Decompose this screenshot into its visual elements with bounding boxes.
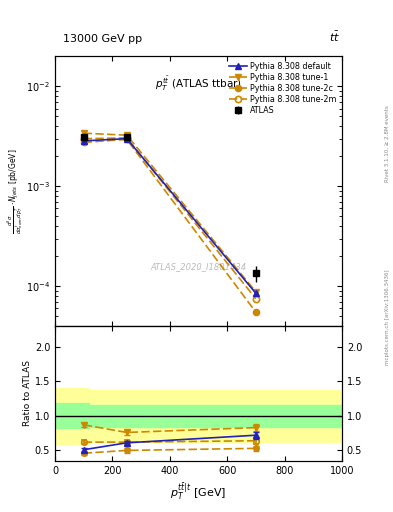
Legend: Pythia 8.308 default, Pythia 8.308 tune-1, Pythia 8.308 tune-2c, Pythia 8.308 tu: Pythia 8.308 default, Pythia 8.308 tune-… — [227, 60, 338, 117]
Pythia 8.308 tune-2c — [125, 136, 129, 142]
Text: mcplots.cern.ch [arXiv:1306.3436]: mcplots.cern.ch [arXiv:1306.3436] — [385, 270, 390, 365]
Pythia 8.308 tune-1 — [81, 130, 86, 136]
Pythia 8.308 default — [253, 290, 258, 296]
Y-axis label: $\frac{d^2\sigma}{d\sigma_{norm}^{t} dp_T^T}$ $\cdot N_{jets}$ [pb/GeV]: $\frac{d^2\sigma}{d\sigma_{norm}^{t} dp_… — [5, 148, 25, 234]
Text: $t\bar{t}$: $t\bar{t}$ — [329, 29, 340, 44]
Text: ATLAS_2020_I1801434: ATLAS_2020_I1801434 — [151, 262, 246, 271]
Pythia 8.308 default — [125, 136, 129, 142]
Line: Pythia 8.308 tune-1: Pythia 8.308 tune-1 — [81, 130, 259, 295]
Pythia 8.308 tune-2m — [253, 295, 258, 302]
Pythia 8.308 tune-2c — [253, 309, 258, 315]
Line: Pythia 8.308 tune-2m: Pythia 8.308 tune-2m — [81, 135, 259, 302]
Pythia 8.308 default — [81, 138, 86, 144]
Y-axis label: Ratio to ATLAS: Ratio to ATLAS — [23, 360, 32, 426]
X-axis label: $p^{t\bar{t}|t}_T$ [GeV]: $p^{t\bar{t}|t}_T$ [GeV] — [171, 481, 226, 502]
Pythia 8.308 tune-2c — [81, 139, 86, 145]
Pythia 8.308 tune-2m — [125, 135, 129, 141]
Pythia 8.308 tune-1 — [125, 132, 129, 138]
Pythia 8.308 tune-1 — [253, 289, 258, 295]
Text: Rivet 3.1.10, ≥ 2.8M events: Rivet 3.1.10, ≥ 2.8M events — [385, 105, 390, 182]
Text: 13000 GeV pp: 13000 GeV pp — [63, 33, 142, 44]
Line: Pythia 8.308 default: Pythia 8.308 default — [81, 136, 259, 296]
Pythia 8.308 tune-2m — [81, 136, 86, 142]
Line: Pythia 8.308 tune-2c: Pythia 8.308 tune-2c — [81, 136, 259, 315]
Text: $p_T^{t\bar{t}}$ (ATLAS ttbar): $p_T^{t\bar{t}}$ (ATLAS ttbar) — [155, 75, 242, 94]
